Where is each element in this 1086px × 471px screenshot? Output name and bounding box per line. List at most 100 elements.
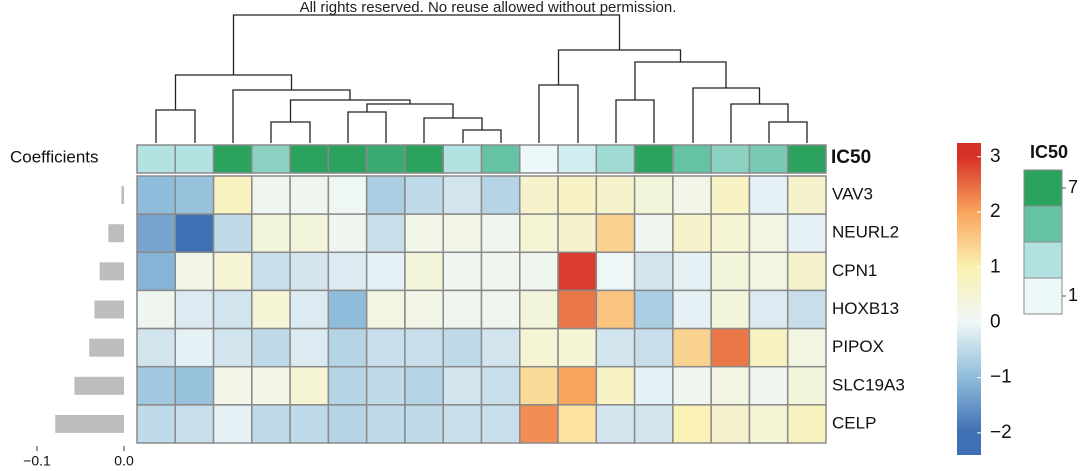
heat-cell [327,327,368,368]
heat-cell [748,404,789,444]
heat-cell [557,365,598,406]
heat-cell [786,327,827,368]
heat-cell [289,404,330,444]
annotation-cell [251,144,291,174]
heat-cell [633,213,674,254]
heat-cell [289,327,330,368]
row-label: HOXB13 [832,299,899,318]
heat-cell [480,175,521,215]
heat-cell [710,213,751,254]
annotation-cell [442,144,483,174]
row-label: PIPOX [832,337,884,356]
heat-cell [327,289,368,330]
color-scale-label: 1 [990,256,1001,277]
heat-cell [633,251,674,292]
row-label: CPN1 [832,261,877,280]
heat-cell [480,404,521,444]
heat-cell [289,251,330,292]
row-label: NEURL2 [832,223,899,242]
heat-cell [480,251,521,292]
heat-cell [404,213,444,254]
heat-cell [595,404,636,444]
annotation-cell [365,144,406,174]
x-tick-label: −0.1 [23,453,51,469]
heat-cell [748,327,789,368]
heat-cell [404,251,444,292]
heat-cell [672,289,712,330]
heat-cell [480,289,521,330]
heat-cell [672,251,712,292]
heat-cell [480,213,521,254]
heat-cell [251,365,291,406]
row-label: CELP [832,413,876,432]
heat-cell [633,175,674,215]
heat-cell [519,213,559,254]
heat-cell [212,327,253,368]
heat-cell [519,175,559,215]
heat-cell [595,327,636,368]
heat-cell [251,175,291,215]
heat-cell [672,175,712,215]
annotation-cell [289,144,330,174]
heat-cell [251,289,291,330]
coefficient-bar [121,186,124,205]
heat-cell [327,404,368,444]
heat-cell [442,251,483,292]
heat-cell [136,327,177,368]
heat-cell [174,251,215,292]
annotation-cell [595,144,636,174]
heat-cell [710,175,751,215]
heat-cell [557,327,598,368]
annotation-legend-box [1023,169,1063,207]
heat-cell [136,175,177,215]
annotation-cell [212,144,253,174]
heat-cell [136,289,177,330]
color-scale-bar [957,143,981,455]
heat-cell [251,251,291,292]
heat-cell [595,175,636,215]
heat-cell [136,404,177,444]
heat-cell [672,365,712,406]
heat-cell [174,404,215,444]
color-scale-label: 2 [990,201,1001,222]
heat-cell [595,251,636,292]
heat-cell [672,404,712,444]
heat-cell [748,251,789,292]
color-scale-label: 3 [990,146,1001,167]
heat-cell [404,404,444,444]
heat-cell [365,289,406,330]
heat-cell [365,404,406,444]
heat-cell [710,251,751,292]
annotation-legend-label: 1 [1068,285,1078,305]
heat-cell [557,175,598,215]
heat-cell [786,289,827,330]
heat-cell [404,289,444,330]
heat-cell [748,365,789,406]
heat-cell [136,365,177,406]
coefficient-bar [94,300,124,319]
watermark: All rights reserved. No reuse allowed wi… [300,0,677,16]
heat-cell [748,213,789,254]
heat-cell [710,327,751,368]
annotation-cell [633,144,674,174]
annotation-legend-title: IC50 [1030,142,1068,162]
heat-cell [442,365,483,406]
heat-cell [365,175,406,215]
heat-cell [289,213,330,254]
heat-cell [786,365,827,406]
heat-cell [136,251,177,292]
heat-cell [519,327,559,368]
heat-cell [251,327,291,368]
heat-cell [174,365,215,406]
color-scale-label: −1 [990,367,1012,388]
coefficient-bar [89,338,124,357]
heat-cell [786,175,827,215]
heat-cell [289,289,330,330]
heat-cell [480,327,521,368]
heat-cell [710,404,751,444]
heat-cell [442,404,483,444]
heat-cell [633,404,674,444]
heat-cell [710,289,751,330]
